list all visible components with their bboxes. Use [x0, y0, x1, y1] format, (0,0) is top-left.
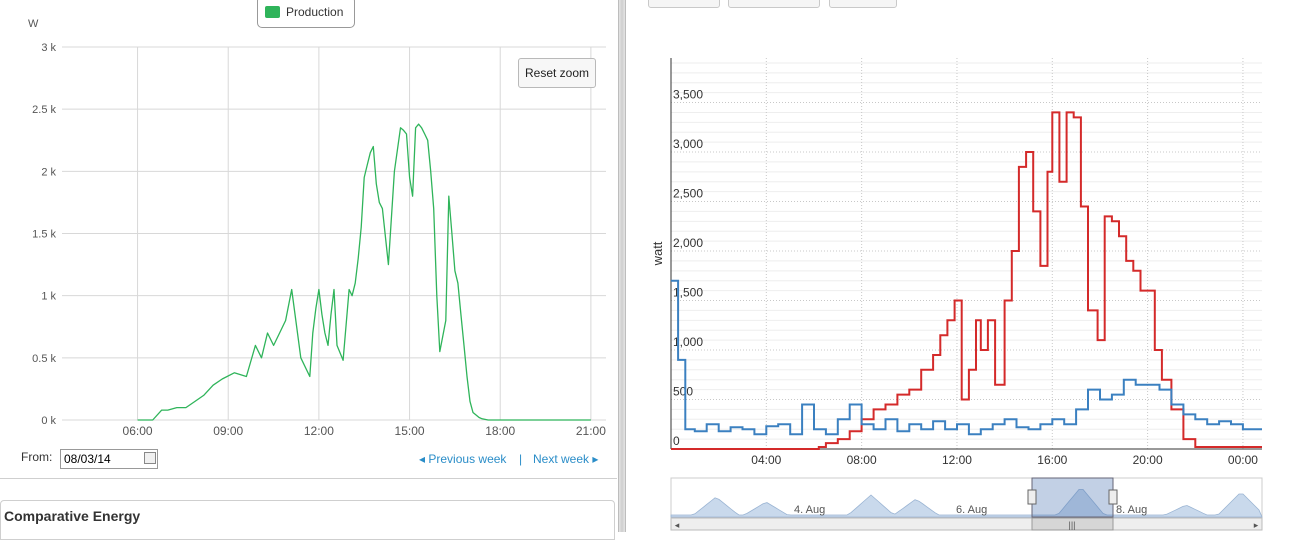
production-chart: 0 k 0.5 k 1 k 1.5 k 2 k 2.5 k 3 k 06:00 09:00 12:…: [28, 18, 606, 438]
x-tick-label: 09:00: [213, 424, 243, 438]
scroll-left-icon: ◂: [675, 520, 680, 530]
previous-week-label: Previous week: [428, 452, 507, 466]
right-panel: 0 500 1,000 1,500 2,000 2,500 3,000 3,500 04:00 0…: [626, 0, 1290, 532]
previous-week-link[interactable]: ◂ Previous week: [419, 452, 506, 466]
y-tick-label: 2.5 k: [32, 104, 56, 116]
y-tick-label: 2,000: [673, 236, 703, 250]
reset-zoom-button[interactable]: Reset zoom: [518, 58, 596, 88]
series-line-blue: [671, 279, 1262, 436]
scrollbar-grip: |||: [1068, 520, 1075, 530]
y-tick-label: 0: [673, 434, 680, 448]
scrollbar-track: [670, 517, 1263, 531]
section-title: Comparative Energy: [4, 508, 141, 524]
series-line-red: [671, 111, 1262, 450]
y-tick-label: 1,500: [673, 286, 703, 300]
x-tick-label: 12:00: [304, 424, 334, 438]
legend-label[interactable]: Production: [286, 5, 344, 19]
y-tick-label: 0 k: [41, 415, 56, 427]
series-line-production: [137, 123, 591, 421]
y-tick-label: 1,000: [673, 335, 703, 349]
pane-divider[interactable]: [618, 0, 626, 532]
from-date-input[interactable]: [60, 449, 158, 469]
navigator-label: 6. Aug: [956, 504, 987, 516]
panel-divider: [0, 478, 617, 479]
y-tick-label: 3,000: [673, 137, 703, 151]
scrollbar-thumb: [1031, 517, 1114, 531]
x-tick-label: 18:00: [485, 424, 515, 438]
y-tick-label: 2,500: [673, 187, 703, 201]
y-axis-label: W: [28, 18, 39, 30]
navigator-series: [670, 489, 1263, 518]
y-tick-label: 2 k: [41, 166, 56, 178]
calendar-icon[interactable]: [144, 452, 156, 464]
left-panel: 0 k 0.5 k 1 k 1.5 k 2 k 2.5 k 3 k 06:00 09:00 12:…: [0, 0, 618, 540]
triangle-right-icon: ▸: [592, 452, 599, 466]
navigator-label: 4. Aug: [794, 504, 825, 516]
toolbar-button-3[interactable]: [829, 0, 897, 8]
y-tick-label: 500: [673, 385, 693, 399]
navigator-handle-left: [1027, 489, 1037, 505]
next-week-link[interactable]: Next week ▸: [533, 452, 598, 466]
triangle-left-icon: ◂: [419, 452, 426, 466]
navigator-label: 8. Aug: [1116, 504, 1147, 516]
navigator-selection: [1031, 477, 1114, 518]
x-tick-label: 06:00: [123, 424, 153, 438]
x-tick-label: 12:00: [942, 453, 972, 467]
x-tick-label: 00:00: [1228, 453, 1258, 467]
y-tick-label: 3,500: [673, 88, 703, 102]
link-separator: |: [519, 452, 523, 466]
legend-swatch: [265, 6, 280, 18]
x-tick-label: 16:00: [1037, 453, 1067, 467]
toolbar-button-1[interactable]: [648, 0, 720, 8]
y-axis-label: watt: [650, 241, 665, 266]
x-tick-label: 20:00: [1133, 453, 1163, 467]
y-tick-label: 3 k: [41, 42, 56, 54]
y-tick-label: 1 k: [41, 291, 56, 303]
next-week-label: Next week: [533, 452, 590, 466]
navigator-handle-right: [1108, 489, 1118, 505]
x-tick-label: 15:00: [395, 424, 425, 438]
from-label: From:: [21, 450, 53, 464]
y-tick-label: 0.5 k: [32, 353, 56, 365]
x-tick-label: 04:00: [751, 453, 781, 467]
scroll-right-icon: ▸: [1254, 520, 1259, 530]
y-tick-label: 1.5 k: [32, 229, 56, 241]
x-tick-label: 21:00: [576, 424, 606, 438]
toolbar-button-2[interactable]: [728, 0, 820, 8]
x-tick-label: 08:00: [847, 453, 877, 467]
watt-chart: 0 500 1,000 1,500 2,000 2,500 3,000 3,500 04:00 0…: [650, 58, 1263, 531]
